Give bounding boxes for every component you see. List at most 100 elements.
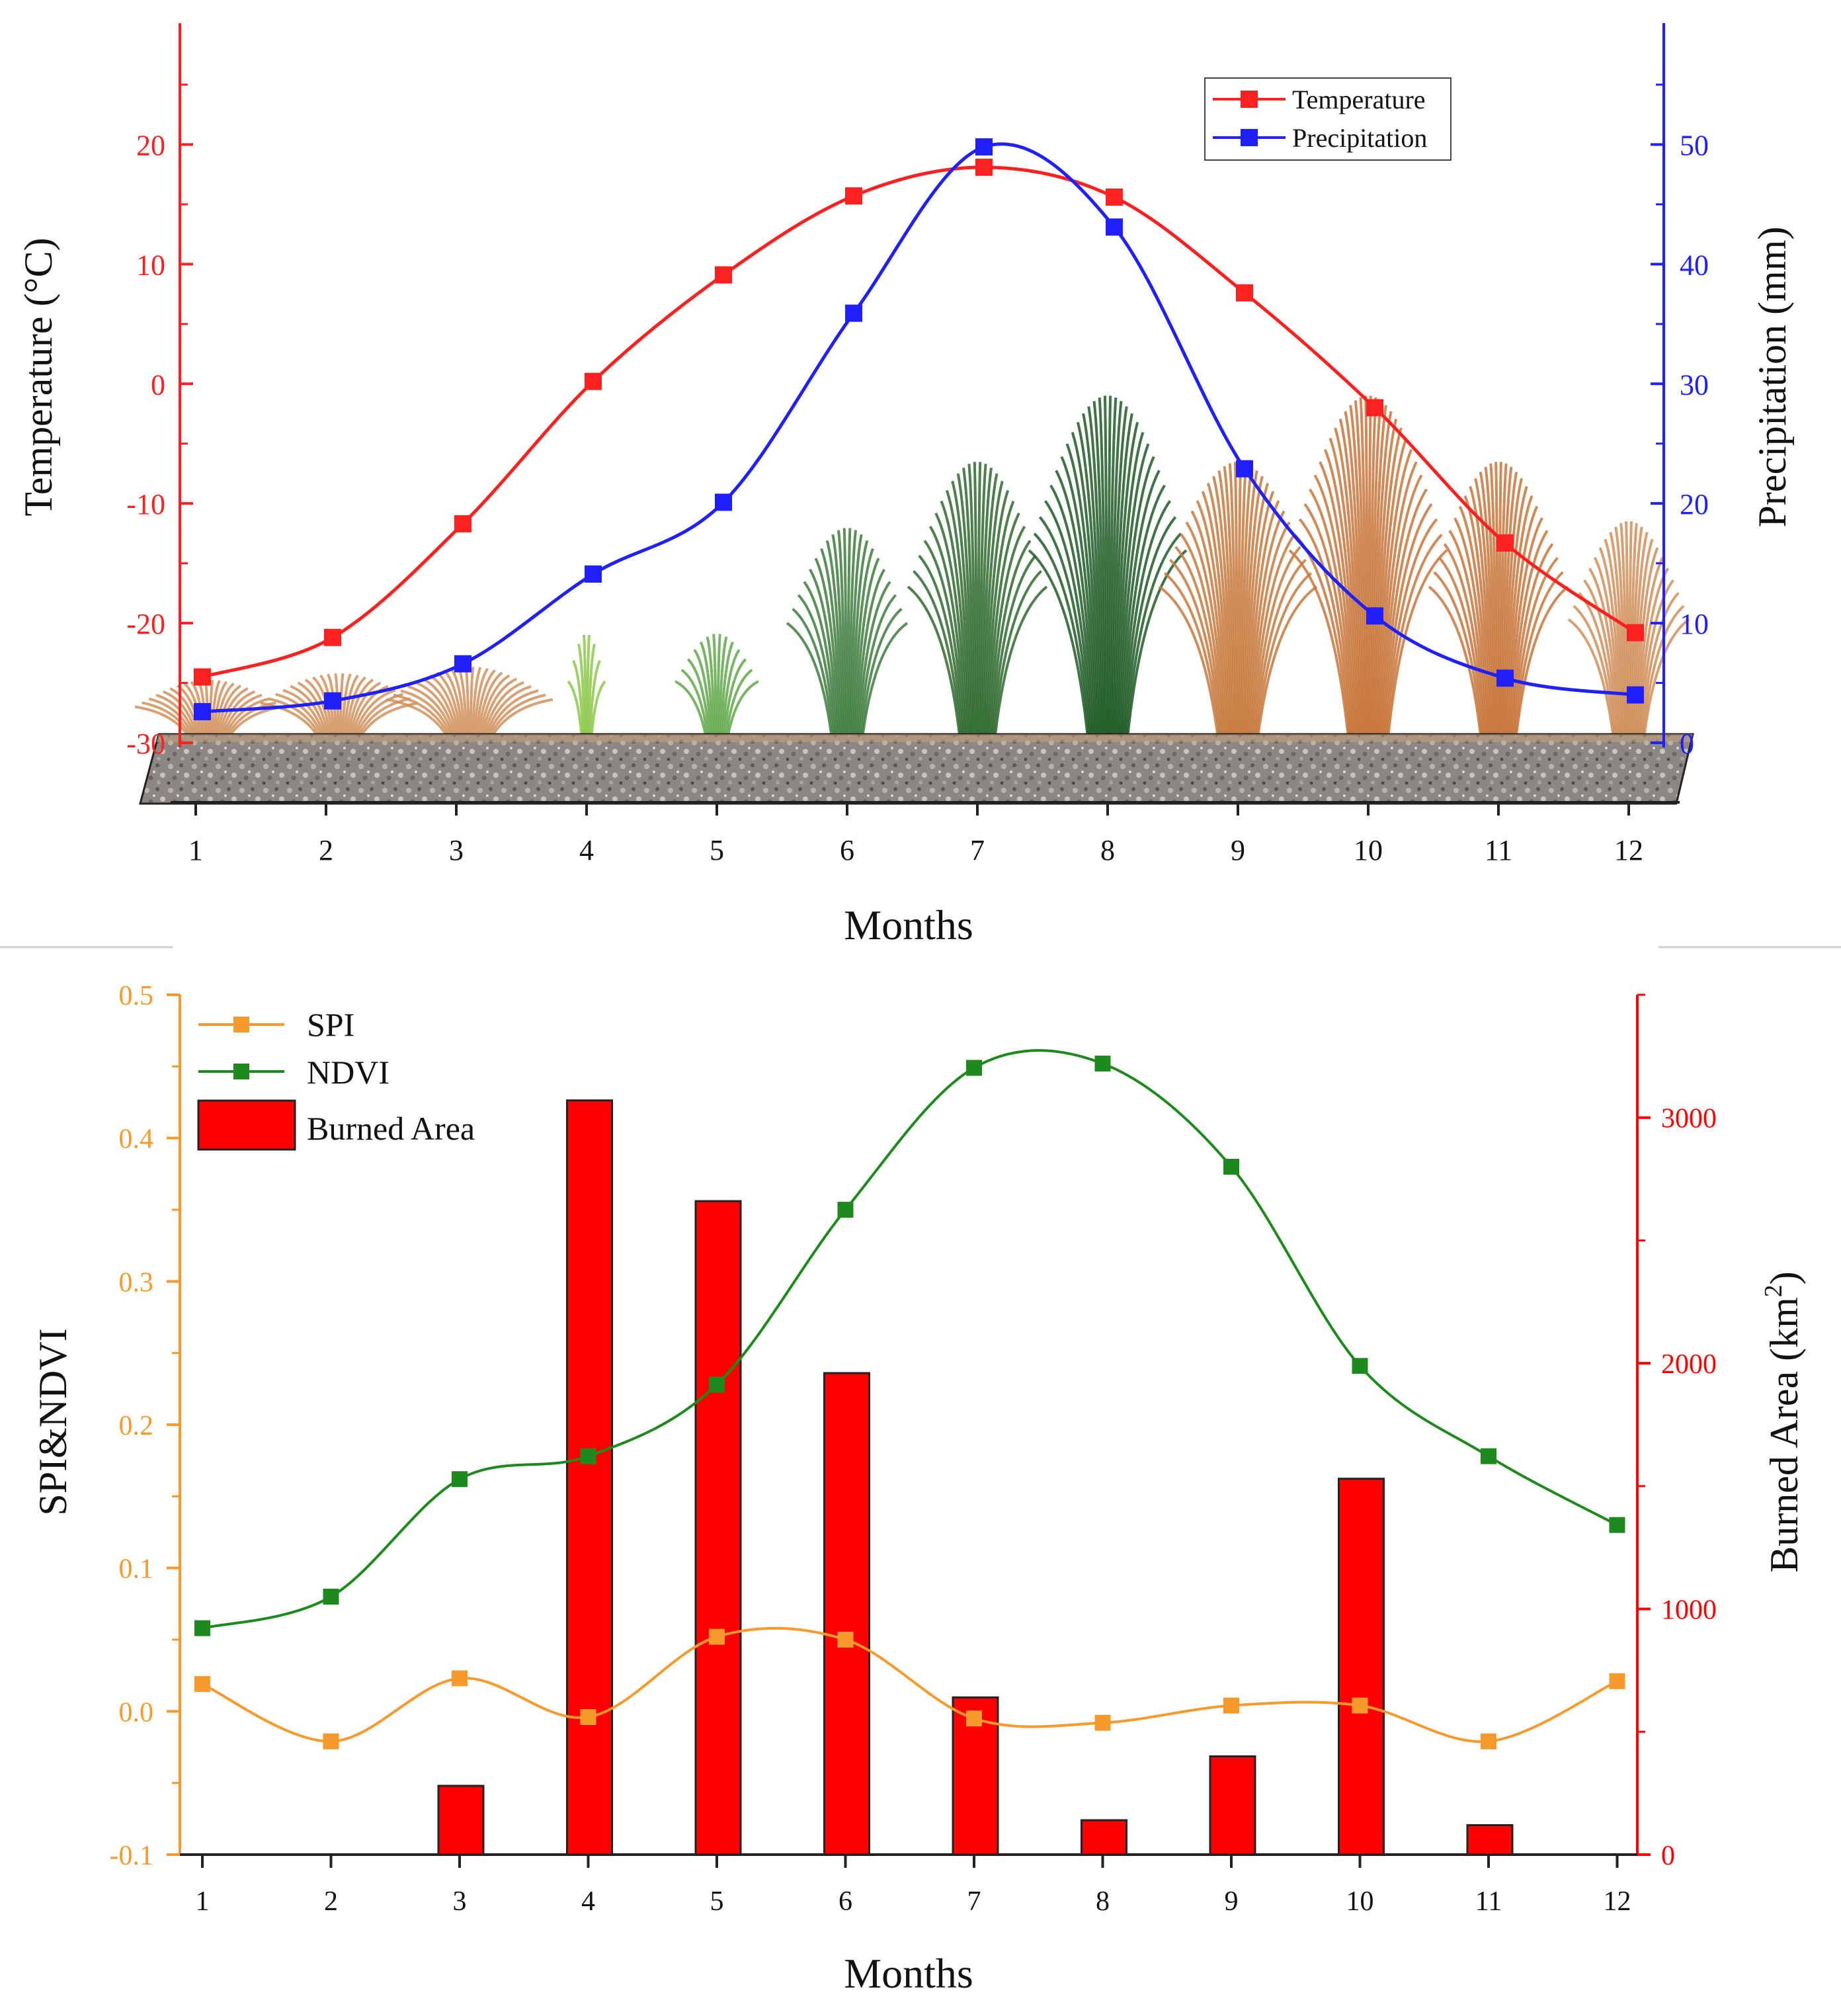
legend-spi: SPI: [198, 1006, 354, 1043]
grass-blade: [1163, 572, 1221, 740]
grass-blade: [1201, 491, 1231, 740]
top-x-tick-label: 10: [1354, 834, 1383, 866]
top-x-tick-label: 4: [579, 834, 594, 866]
grass-blade: [590, 680, 606, 740]
burned-area-bar: [823, 1372, 870, 1856]
grass-blade: [1158, 585, 1220, 740]
grass-blade: [820, 548, 842, 740]
top-y-left-label: Temperature (°C): [17, 237, 60, 516]
grass-blade: [1256, 585, 1318, 740]
bottom-x-tick-label: 3: [453, 1886, 467, 1917]
grass-blade: [429, 674, 461, 740]
temperature-marker: [1627, 624, 1644, 642]
grass-blade: [1512, 557, 1559, 740]
grass-blade: [348, 681, 382, 740]
grass-blade: [853, 558, 880, 740]
grass-blade: [1329, 437, 1360, 740]
ndvi-marker: [709, 1376, 725, 1393]
grass-blade: [858, 594, 897, 740]
grass-blade: [344, 676, 367, 740]
grass-blade: [859, 608, 903, 740]
grass-blade: [1233, 462, 1239, 740]
ndvi-marker: [966, 1060, 982, 1076]
grass-blade: [1338, 418, 1363, 740]
grass-blade: [1641, 605, 1685, 740]
grass-blade: [1506, 505, 1539, 740]
spi-marker: [1609, 1673, 1625, 1689]
bottom-x-tick-label: 6: [839, 1886, 852, 1917]
grass-blade: [1288, 549, 1350, 740]
grass-blade: [846, 528, 852, 740]
grass-blade: [1370, 400, 1383, 740]
grass-blade: [1248, 510, 1286, 740]
grass-tuft-month-8: [1028, 396, 1188, 740]
grass-blade: [485, 689, 539, 740]
bottom-x-tick-label: 8: [1096, 1886, 1110, 1917]
grass-blade: [400, 689, 454, 740]
precipitation-marker: [1627, 686, 1644, 704]
grass-blade: [1371, 405, 1387, 740]
grass-blade: [190, 681, 206, 740]
temperature-marker: [1496, 534, 1514, 552]
ndvi-marker: [580, 1448, 596, 1464]
bottom-right-ticks: 0 1000 2000 3000: [1637, 993, 1717, 1871]
grass-blade: [792, 608, 835, 740]
temperature-markers: [194, 158, 1644, 686]
burned-area-bar: [1209, 1755, 1256, 1856]
grass-blade: [217, 687, 249, 740]
temperature-marker: [975, 158, 993, 176]
grass-blade: [1373, 418, 1398, 740]
legend-burned-area: Burned Area: [197, 1099, 475, 1151]
ndvi-marker: [323, 1589, 339, 1605]
grass-blade: [339, 673, 345, 740]
grass-blade: [1107, 396, 1112, 740]
grass-blade: [1323, 448, 1359, 740]
grass-blade: [214, 682, 235, 740]
grass-blade: [848, 530, 857, 740]
top-x-tick-label: 9: [1231, 834, 1245, 866]
grass-blade: [1196, 500, 1229, 740]
grass-blade: [923, 540, 966, 740]
legend-precipitation-label: Precipitation: [1292, 123, 1427, 153]
top-x-tick-label: 6: [840, 834, 854, 866]
grass-blade: [837, 530, 846, 740]
grass-blade: [981, 473, 999, 740]
top-x-tick-label: 8: [1100, 834, 1115, 866]
spi-marker: [1094, 1714, 1111, 1731]
grass-blade: [1309, 488, 1355, 740]
grass-blade: [1115, 432, 1145, 740]
grass-blade: [162, 690, 199, 740]
legend-ndvi-label: NDVI: [307, 1054, 389, 1091]
top-x-ticks: 1 2 3 4 5 6 7 8 9 10 11 12: [188, 802, 1643, 866]
ndvi-marker: [1352, 1358, 1368, 1374]
grass-blade: [483, 685, 532, 740]
bottom-x-ticks: 1 2 3 4 5 6 7 8 9 10 11 12: [196, 1855, 1631, 1917]
grass-blade: [786, 622, 834, 740]
grass-blade: [1120, 484, 1166, 740]
grass-blade: [1028, 549, 1090, 740]
top-right-ticks: 0 10 20 30 40 50: [1651, 83, 1709, 760]
grass-blade: [1111, 406, 1128, 740]
grass-blade: [436, 671, 463, 740]
grass-blade: [407, 685, 456, 740]
grass-blade: [1583, 579, 1619, 740]
grass-blade: [1510, 543, 1554, 740]
precipitation-marker: [194, 702, 211, 720]
top-x-tick-label: 5: [710, 834, 724, 866]
grass-blade: [1071, 432, 1100, 740]
grass-blade: [1368, 397, 1377, 740]
grass-tuft-month-10: [1288, 396, 1448, 740]
grass-blade: [469, 666, 475, 740]
grass-blade: [481, 681, 524, 740]
temperature-line: [202, 165, 1637, 679]
grass-blade: [1110, 401, 1123, 740]
grass-blade: [346, 679, 374, 740]
top-x-tick-label: 2: [319, 834, 333, 866]
temperature-marker: [324, 628, 341, 646]
grass-blade: [567, 680, 583, 740]
burned-area-bar: [1081, 1819, 1127, 1856]
grass-blade: [1038, 516, 1092, 740]
top-left-tick-label: 10: [136, 249, 165, 281]
grass-blade: [1379, 461, 1418, 740]
